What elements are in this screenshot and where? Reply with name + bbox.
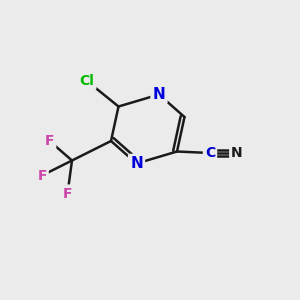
Text: F: F bbox=[45, 134, 54, 148]
Text: N: N bbox=[231, 146, 243, 160]
Text: N: N bbox=[153, 87, 165, 102]
Text: F: F bbox=[37, 169, 47, 182]
Text: N: N bbox=[130, 156, 143, 171]
Text: Cl: Cl bbox=[80, 74, 94, 88]
Text: F: F bbox=[63, 187, 72, 200]
Text: C: C bbox=[205, 146, 215, 160]
